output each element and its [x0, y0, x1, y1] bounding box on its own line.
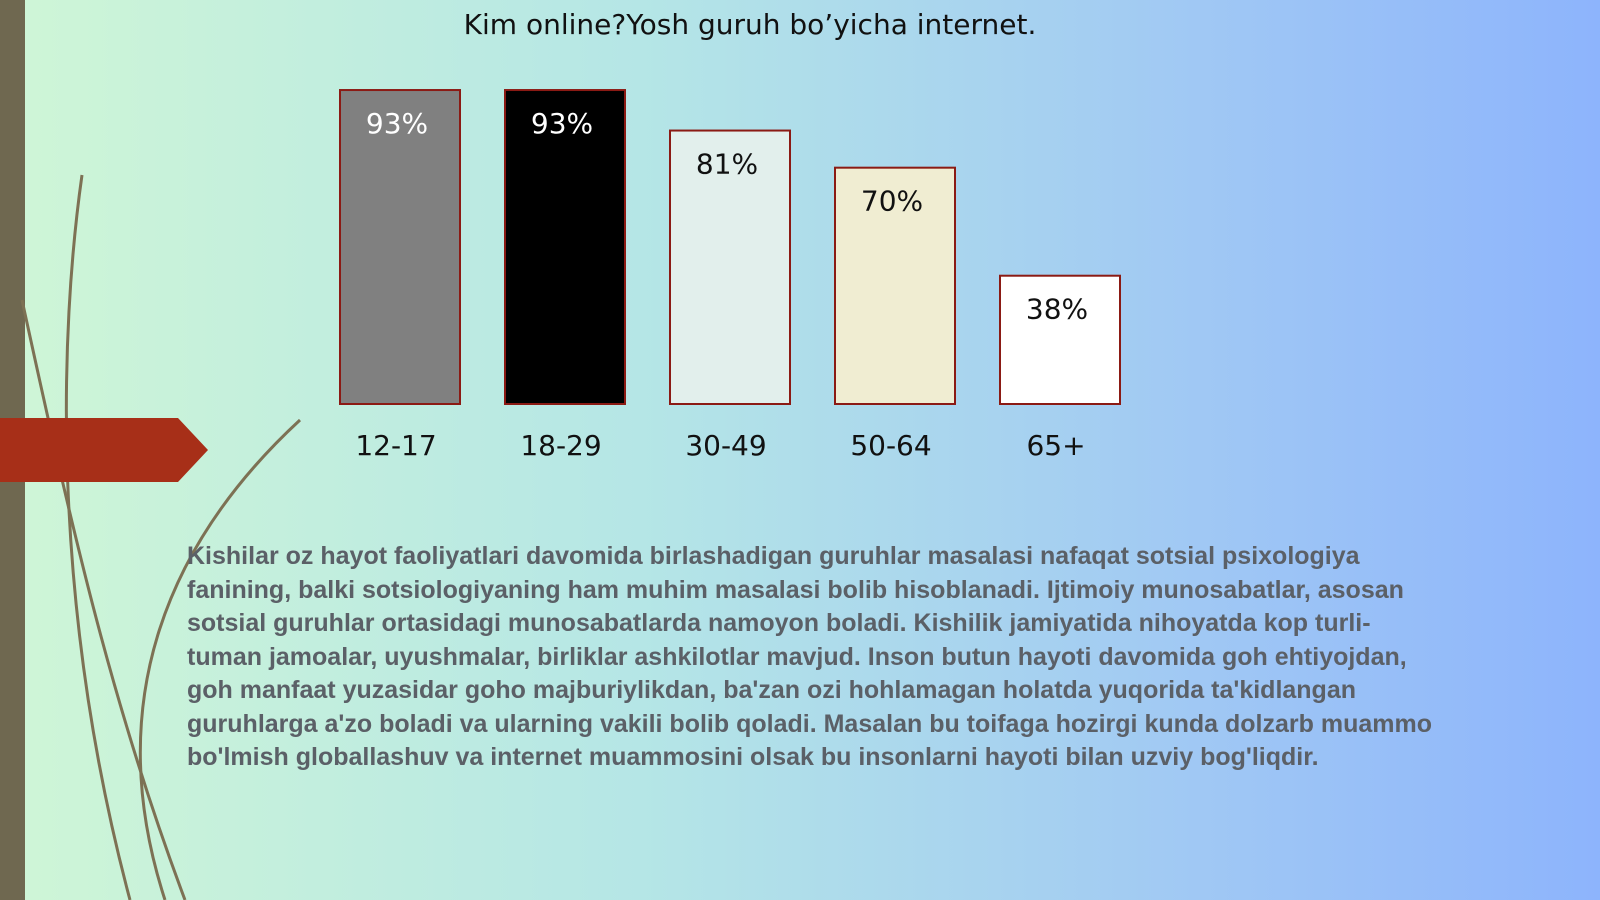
x-tick-label: 18-29: [520, 429, 601, 462]
bar: [504, 89, 626, 405]
value-label: 38%: [1026, 293, 1088, 326]
bar: [339, 89, 461, 405]
x-tick-label: 50-64: [850, 429, 931, 462]
decor-curves: [20, 174, 302, 900]
value-label: 70%: [861, 185, 923, 218]
x-tick-label: 30-49: [685, 429, 766, 462]
arrow-shape: [0, 418, 208, 482]
value-label: 93%: [531, 107, 593, 140]
value-label: 81%: [696, 148, 758, 181]
bar: [999, 274, 1121, 405]
bar: [669, 129, 791, 405]
body-text: Kishilar oz hayot faoliyatlari davomida …: [187, 542, 1432, 771]
chart-title: Kim online?Yosh guruh bo’yicha internet.: [464, 8, 1037, 41]
x-tick-label: 12-17: [355, 429, 436, 462]
bar: [834, 166, 956, 405]
value-label: 93%: [366, 107, 428, 140]
x-tick-label: 65+: [1026, 429, 1085, 462]
